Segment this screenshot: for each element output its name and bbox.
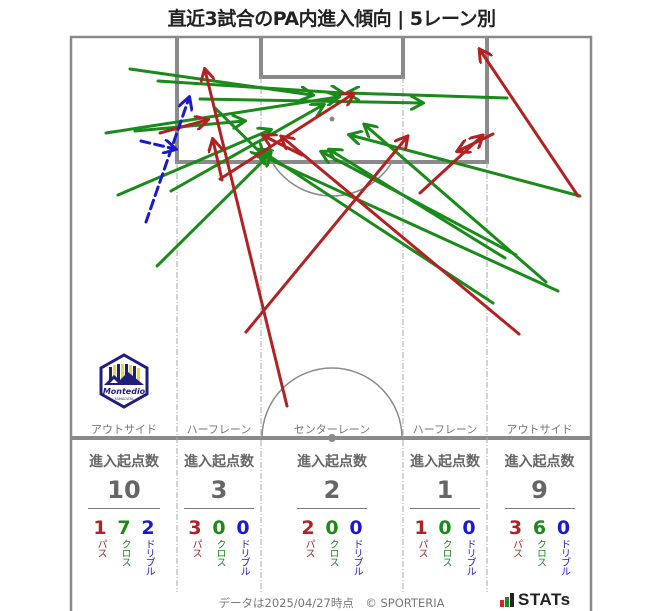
pass-count: 3 (508, 517, 523, 539)
lane-label-center: センターレーン (293, 423, 371, 436)
cross-arrow (330, 150, 507, 260)
lane-stats-left-outside: 進入起点数 10 1 パス 7 クロス 2 ドリブル (80, 450, 168, 575)
dribble-arrow (144, 98, 189, 224)
dribble-label: ドリブル (351, 539, 362, 575)
dribble-count: 0 (556, 517, 571, 539)
svg-text:Montedio: Montedio (103, 387, 146, 396)
arrow-layer (104, 50, 582, 408)
cross-arrow (155, 154, 270, 268)
lane-stats-right-outside: 進入起点数 9 3 パス 6 クロス 0 ドリブル (492, 450, 587, 575)
pitch-outline (69, 35, 593, 611)
cross-arrow (258, 154, 560, 293)
pass-arrow (158, 120, 207, 135)
cross-label: クロス (440, 539, 451, 566)
pass-arrow (244, 137, 407, 334)
stats-total: 9 (531, 476, 548, 504)
lane-stats-left-halfspace: 進入起点数 3 3 パス 0 クロス 0 ドリブル (178, 450, 260, 575)
dribble-label: ドリブル (238, 539, 249, 575)
dribble-count: 0 (349, 517, 363, 539)
lane-stats-right-halfspace: 進入起点数 1 1 パス 0 クロス 0 ドリブル (404, 450, 486, 575)
cross-count: 0 (325, 517, 339, 539)
stats-header: 進入起点数 (410, 454, 480, 470)
stats-logo: STATs (500, 590, 571, 610)
pass-arrow (480, 50, 580, 198)
cross-label: クロス (119, 539, 130, 566)
cross-arrow (348, 93, 509, 98)
cross-arrow (116, 130, 270, 197)
stats-total: 10 (107, 476, 141, 504)
pass-arrow (458, 132, 495, 151)
club-logo-icon: Montedio YAMAGATA (99, 353, 149, 409)
lane-label-left-outside: アウトサイド (91, 423, 157, 436)
dribble-arrow (139, 141, 175, 149)
pass-count: 3 (188, 517, 202, 539)
cross-arrow (198, 99, 422, 103)
page-title: 直近3試合のPA内進入傾向 | 5レーン別 (167, 8, 496, 30)
pass-label: パス (416, 539, 427, 557)
cross-count: 0 (438, 517, 452, 539)
stats-total: 1 (436, 476, 454, 504)
dribble-label: ドリブル (143, 539, 154, 575)
cross-label: クロス (214, 539, 225, 566)
dribble-count: 0 (236, 517, 250, 539)
cross-count: 6 (532, 517, 547, 539)
centre-spot (328, 434, 336, 442)
stats-total: 3 (210, 476, 228, 504)
centre-circle (261, 367, 403, 439)
footer-credit: データは2025/04/27時点 © SPORTERIA (218, 596, 445, 610)
lane-label-right-outside: アウトサイド (506, 423, 573, 436)
cross-arrow (128, 67, 312, 95)
stats-header: 進入起点数 (504, 454, 575, 470)
stats-bars-icon (500, 593, 514, 607)
lane-label-left-halfspace: ハーフレーン (186, 423, 252, 436)
pass-arrow (264, 136, 304, 157)
pass-label: パス (303, 539, 314, 557)
lane-stats-center: 進入起点数 2 2 パス 0 クロス 0 ドリブル (262, 450, 402, 575)
pass-arrow (205, 70, 289, 408)
stats-header: 進入起点数 (89, 454, 159, 470)
cross-arrow (213, 106, 263, 155)
pass-count: 1 (414, 517, 428, 539)
cross-arrow (365, 125, 548, 284)
pass-count: 2 (301, 517, 315, 539)
dribble-label: ドリブル (558, 539, 570, 575)
cross-arrow (156, 79, 342, 93)
cross-arrow (169, 105, 323, 193)
pass-label: パス (190, 539, 201, 557)
lane-label-right-halfspace: ハーフレーン (412, 423, 478, 436)
stats-logo-text: STATs (518, 590, 571, 609)
cross-count: 7 (117, 517, 131, 539)
dribble-count: 0 (462, 517, 476, 539)
dribble-label: ドリブル (464, 539, 475, 575)
stats-total: 2 (323, 476, 341, 504)
pass-label: パス (510, 539, 522, 557)
svg-text:YAMAGATA: YAMAGATA (115, 397, 134, 401)
stats-header: 進入起点数 (297, 454, 367, 470)
cross-arrow (260, 150, 495, 305)
cross-label: クロス (534, 539, 546, 566)
pass-arrow (282, 137, 521, 336)
penalty-spot (329, 116, 335, 122)
stats-header: 進入起点数 (184, 454, 254, 470)
pass-label: パス (95, 539, 106, 557)
pass-count: 1 (93, 517, 107, 539)
dribble-count: 2 (141, 517, 155, 539)
cross-label: クロス (327, 539, 338, 566)
cross-count: 0 (212, 517, 226, 539)
pass-arrow (213, 140, 224, 182)
goal-area (259, 37, 405, 79)
